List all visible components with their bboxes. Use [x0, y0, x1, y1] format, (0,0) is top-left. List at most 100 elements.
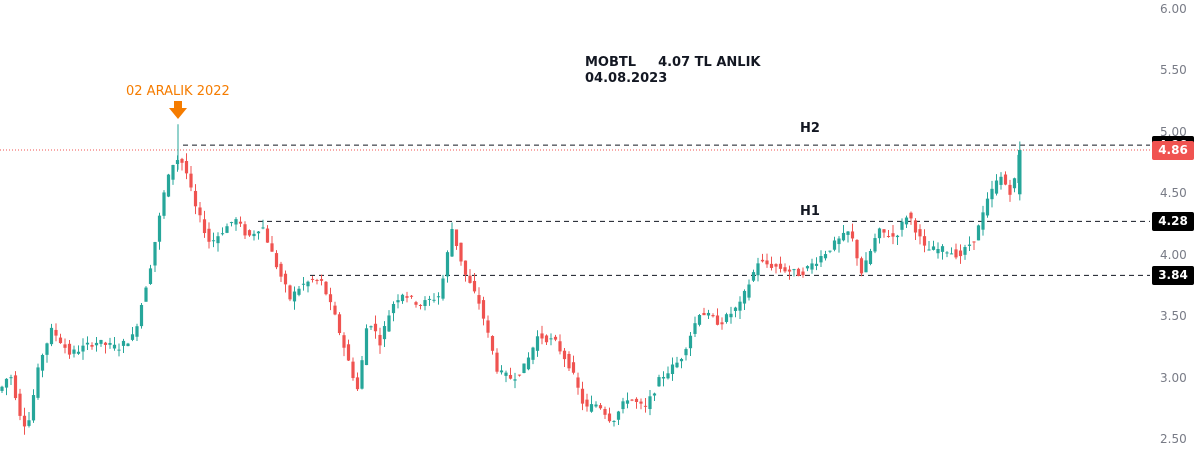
- candle-body: [333, 305, 337, 315]
- symbol-label: MOBTL: [585, 55, 637, 70]
- candle-body: [796, 268, 801, 277]
- y-tick-label: 5.50: [1160, 63, 1187, 78]
- peak-arrow-stem: [174, 101, 182, 108]
- candle-body: [535, 336, 540, 351]
- candle-body: [1003, 174, 1008, 185]
- candle-body: [90, 344, 94, 347]
- candle-body: [976, 225, 981, 241]
- candle-body: [207, 228, 211, 242]
- candle-body: [414, 302, 418, 305]
- candle-body: [436, 296, 441, 298]
- candle-body: [94, 342, 99, 346]
- candle-body: [864, 260, 868, 273]
- candle-body: [670, 364, 675, 375]
- candle-body: [36, 367, 40, 398]
- candle-body: [625, 400, 630, 404]
- candle-body: [130, 334, 135, 340]
- candle-body: [0, 386, 4, 391]
- candle-body: [445, 252, 450, 277]
- candle-body: [972, 241, 976, 243]
- candle-body: [571, 362, 576, 373]
- candle-body: [891, 233, 895, 237]
- candle-body: [769, 263, 774, 268]
- candle-body: [814, 263, 819, 266]
- h1-label: H1: [800, 204, 820, 219]
- candle-body: [310, 278, 315, 280]
- price-label: 4.07 TL ANLIK: [658, 55, 761, 70]
- candle-body: [598, 405, 603, 409]
- candle-body: [828, 250, 832, 252]
- candle-body: [382, 326, 387, 340]
- candle-body: [184, 161, 189, 174]
- candle-body: [990, 188, 994, 200]
- candle-body: [706, 312, 711, 316]
- y-tick-label: 4.00: [1160, 247, 1187, 262]
- candle-body: [112, 344, 117, 349]
- candle-body: [157, 215, 162, 242]
- candle-body: [360, 360, 364, 389]
- candle-body: [508, 374, 513, 379]
- candle-body: [558, 341, 562, 352]
- candle-body: [576, 377, 580, 388]
- candlestick-series: [0, 124, 1022, 435]
- candle-body: [549, 338, 553, 340]
- candle-body: [162, 192, 166, 216]
- candle-body: [1012, 178, 1017, 189]
- candle-body: [855, 239, 859, 259]
- candle-body: [841, 232, 846, 241]
- chart-title: MOBTL 4.07 TL ANLIK 04.08.2023: [585, 55, 760, 87]
- candle-body: [423, 300, 427, 306]
- price-tag: 3.84: [1152, 265, 1194, 285]
- candle-body: [148, 268, 153, 284]
- candle-body: [499, 370, 504, 373]
- candle-body: [684, 349, 688, 356]
- candle-body: [985, 198, 990, 216]
- candle-body: [963, 247, 967, 255]
- candle-body: [18, 393, 22, 416]
- candle-body: [450, 229, 454, 257]
- candle-body: [603, 409, 607, 415]
- candle-body: [328, 294, 333, 303]
- candle-body: [418, 304, 423, 306]
- candle-body: [810, 263, 814, 270]
- date-label: 04.08.2023: [585, 71, 668, 86]
- candle-body: [283, 273, 288, 285]
- candle-body: [787, 269, 792, 272]
- candle-body: [981, 212, 985, 230]
- candle-body: [616, 411, 621, 420]
- candle-body: [945, 252, 949, 254]
- candle-body: [117, 349, 121, 351]
- candle-body: [742, 290, 747, 304]
- candle-body: [54, 329, 58, 336]
- candle-body: [31, 395, 36, 421]
- candle-body: [927, 249, 931, 251]
- candle-body: [261, 227, 265, 229]
- candle-body: [40, 354, 45, 371]
- candle-body: [652, 393, 657, 396]
- candle-body: [900, 221, 904, 230]
- candle-body: [234, 219, 238, 225]
- candle-body: [252, 233, 256, 237]
- candle-body: [85, 342, 90, 345]
- candle-body: [99, 339, 103, 344]
- candle-body: [9, 377, 13, 379]
- candle-body: [648, 396, 652, 410]
- candle-body: [832, 240, 837, 250]
- peak-marker: [169, 101, 187, 119]
- candle-body: [733, 307, 738, 311]
- candle-body: [738, 301, 742, 311]
- candle-body: [837, 238, 841, 245]
- candle-body: [387, 315, 391, 332]
- candle-body: [1008, 184, 1012, 195]
- candle-body: [747, 284, 751, 298]
- candle-body: [454, 229, 459, 247]
- candle-body: [355, 377, 360, 390]
- candle-body: [247, 230, 252, 236]
- candle-body: [958, 250, 963, 257]
- candle-body: [139, 304, 144, 327]
- candle-body: [495, 352, 499, 372]
- candle-body: [702, 312, 706, 316]
- candle-body: [279, 263, 283, 277]
- candle-body: [931, 246, 936, 250]
- candle-body: [724, 314, 729, 322]
